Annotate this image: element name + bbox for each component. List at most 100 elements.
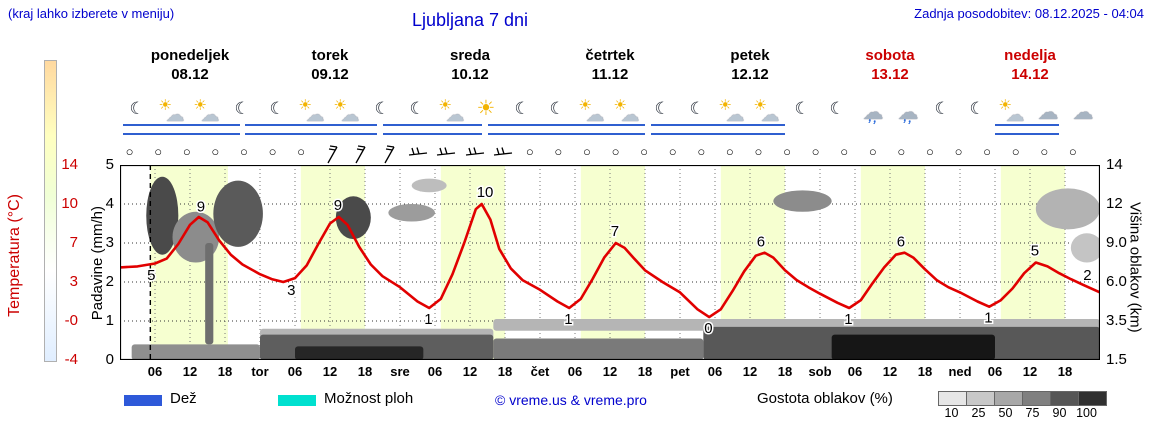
wind-calm-icon: ○ — [125, 144, 134, 159]
sun-cloud-icon: ☀ ☁ — [998, 96, 1028, 138]
cloud-region — [411, 178, 447, 193]
rain-period-line — [382, 124, 482, 135]
legend-rain-swatch — [124, 395, 162, 406]
x-tick-label: 18 — [217, 364, 233, 379]
moon-icon: ☾ — [543, 96, 573, 138]
moon-icon: ☾ — [508, 96, 538, 138]
sun-glyph: ☀ — [613, 97, 627, 114]
rain-period-line — [650, 124, 785, 135]
moon-icon: ☾ — [683, 96, 713, 138]
temperature-tick-label: -0 — [64, 312, 78, 329]
legend-showers-swatch — [278, 395, 316, 406]
cloud-density-scale: 10 25 50 75 90 100 — [938, 391, 1107, 420]
x-tick-label: 06 — [847, 364, 863, 379]
temperature-colorbar — [44, 60, 57, 362]
sun-glyph: ☀ — [476, 97, 496, 120]
wind-calm-icon: ○ — [182, 144, 191, 159]
rain-period-line — [995, 124, 1060, 135]
wind-calm-icon: ○ — [868, 144, 877, 159]
x-day-label: ned — [948, 364, 972, 379]
sun-cloud-icon: ☀ ☁ — [158, 96, 188, 138]
temp-value-label: 5 — [147, 267, 155, 284]
cloud-height-tick-label: 1.5 — [1106, 351, 1127, 368]
precipitation-tick-label: 0 — [105, 351, 114, 368]
moon-icon: ☾ — [228, 96, 258, 138]
wind-calm-icon: ○ — [697, 144, 706, 159]
temp-value-label: 6 — [757, 234, 765, 251]
precipitation-tick-label: 3 — [105, 234, 114, 251]
sun-glyph: ☀ — [333, 97, 347, 114]
sun-cloud-icon: ☀ ☁ — [718, 96, 748, 138]
wind-calm-icon: ○ — [1068, 144, 1077, 159]
sun-cloud-icon: ☀ ☁ — [438, 96, 468, 138]
temp-value-label: 7 — [611, 223, 619, 240]
x-tick-label: 12 — [1022, 364, 1038, 379]
cloud-glyph: ☁ — [585, 105, 605, 126]
cloud-height-axis-title-wrap: Višina oblakov (km) — [1122, 158, 1148, 376]
moon-glyph: ☾ — [689, 99, 705, 118]
cloud-region — [335, 196, 371, 240]
density-value-label: 75 — [1025, 406, 1040, 420]
sun-cloud-icon: ☀ ☁ — [613, 96, 643, 138]
cloud-glyph: ☁ — [760, 105, 780, 126]
moon-glyph: ☾ — [549, 99, 565, 118]
wind-calm-icon: ○ — [154, 144, 163, 159]
moon-icon: ☾ — [963, 96, 993, 138]
temperature-tick-label: 7 — [69, 234, 78, 251]
moon-glyph: ☾ — [514, 99, 530, 118]
density-boxes — [938, 391, 1107, 406]
rain-period-line — [487, 124, 645, 135]
moon-icon: ☾ — [648, 96, 678, 138]
cloud-region — [146, 176, 179, 255]
wind-calm-icon: ○ — [640, 144, 649, 159]
wind-calm-icon: ○ — [1040, 144, 1049, 159]
moon-glyph: ☾ — [129, 99, 145, 118]
x-tick-label: 06 — [147, 364, 163, 379]
day-date: 09.12 — [311, 66, 349, 83]
cloud-glyph: ☁ — [165, 105, 185, 126]
wind-calm-icon: ○ — [754, 144, 763, 159]
moon-glyph: ☾ — [829, 99, 845, 118]
plot-border — [120, 165, 1100, 360]
day-header: nedelja 14.12 — [960, 46, 1100, 84]
moon-icon: ☾ — [928, 96, 958, 138]
sun-icon: ☀ — [473, 96, 503, 138]
x-tick-label: 06 — [987, 364, 1003, 379]
sun-glyph: ☀ — [998, 97, 1012, 114]
rain-icon: ☁’’ — [858, 96, 888, 138]
wind-symbols-row: ○ ○ ○ ○ ○ ○ ○ ○ ○ ○ ○ ○ ○ ○ ○ ○ ○ ○ ○ ○ ○ ○ ○ ○ ○ ○ ○ — [120, 142, 1100, 164]
cloud-glyph: ☁ — [305, 105, 325, 126]
x-tick-label: 06 — [707, 364, 723, 379]
location-hint: (kraj lahko izberete v meniju) — [8, 6, 175, 21]
x-tick-label: 12 — [322, 364, 338, 379]
x-tick-label: 18 — [917, 364, 933, 379]
sun-glyph: ☀ — [753, 97, 767, 114]
wind-barb-flat-icon — [408, 144, 428, 161]
temperature-axis-title: Temperatura (°C) — [6, 193, 23, 317]
moon-icon: ☾ — [823, 96, 853, 138]
temp-value-label: 5 — [1031, 243, 1039, 260]
wind-calm-icon: ○ — [297, 144, 306, 159]
x-tick-label: 18 — [637, 364, 653, 379]
cloud-icon: ☁ — [1033, 96, 1063, 138]
day-header-row: ponedeljek 08.12 torek 09.12 sreda 10.12 četrt… — [120, 46, 1100, 86]
density-value-label: 50 — [998, 406, 1013, 420]
day-name: sreda — [449, 47, 491, 64]
wind-calm-icon: ○ — [525, 144, 534, 159]
temp-value-label: 9 — [334, 197, 342, 214]
x-tick-label: 12 — [182, 364, 198, 379]
x-tick-label: 18 — [357, 364, 373, 379]
moon-glyph: ☾ — [409, 99, 425, 118]
cloud-region — [493, 338, 704, 360]
temp-value-label: 2 — [1083, 267, 1091, 284]
density-value-label: 25 — [971, 406, 986, 420]
sun-glyph: ☀ — [438, 97, 452, 114]
x-tick-label: 18 — [497, 364, 513, 379]
density-box — [1079, 391, 1107, 406]
sun-glyph: ☀ — [578, 97, 592, 114]
x-tick-label: 12 — [602, 364, 618, 379]
weather-icons-row: ☾ ☀ ☁ ☀ ☁ ☾ ☾ ☀ ☁ ☀ ☁ ☾ ☾ ☀ ☁ ☀ ☾ ☾ ☀ ☁ ☀ ☁ ☾ ☾ ☀ ☁ ☀ ☁ ☾ ☾ ☁’’ ☁’’ ☾ ☾ ☀ ☁… — [120, 94, 1100, 140]
copyright-link[interactable]: © vreme.us & vreme.pro — [495, 392, 647, 408]
wind-calm-icon: ○ — [811, 144, 820, 159]
sun-cloud-icon: ☀ ☁ — [578, 96, 608, 138]
